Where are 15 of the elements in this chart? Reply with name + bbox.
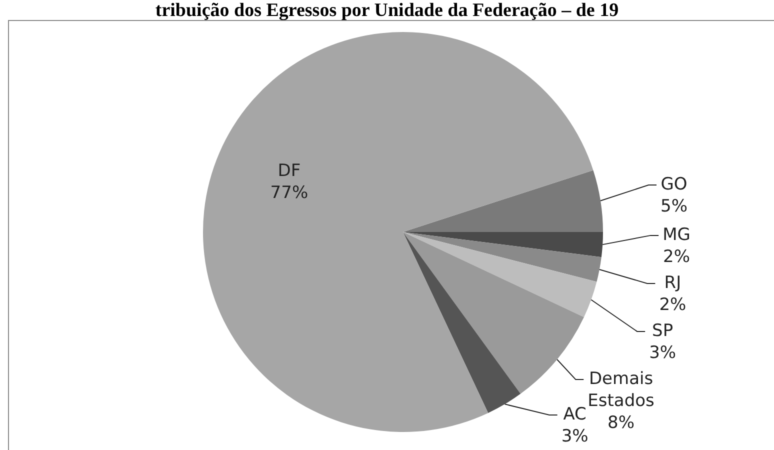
data-label: 3%: [649, 342, 676, 363]
data-label: 2%: [663, 246, 690, 267]
data-label: 2%: [659, 294, 686, 315]
slice-label: RJ: [664, 272, 682, 293]
slice-label: MG: [662, 224, 690, 245]
slice-label: GO: [660, 174, 688, 194]
slice-label: AC: [563, 404, 586, 424]
data-label: 3%: [561, 426, 588, 446]
slice-label: Demais Estados: [588, 368, 655, 411]
slice-label: DF: [278, 161, 301, 182]
data-label: 8%: [608, 412, 634, 433]
data-label: 5%: [660, 196, 688, 216]
chart-title: tribuição dos Egressos por Unidade da Federação – de 19: [154, 0, 620, 22]
data-label: 77%: [270, 183, 308, 204]
slice-label: SP: [652, 320, 674, 341]
